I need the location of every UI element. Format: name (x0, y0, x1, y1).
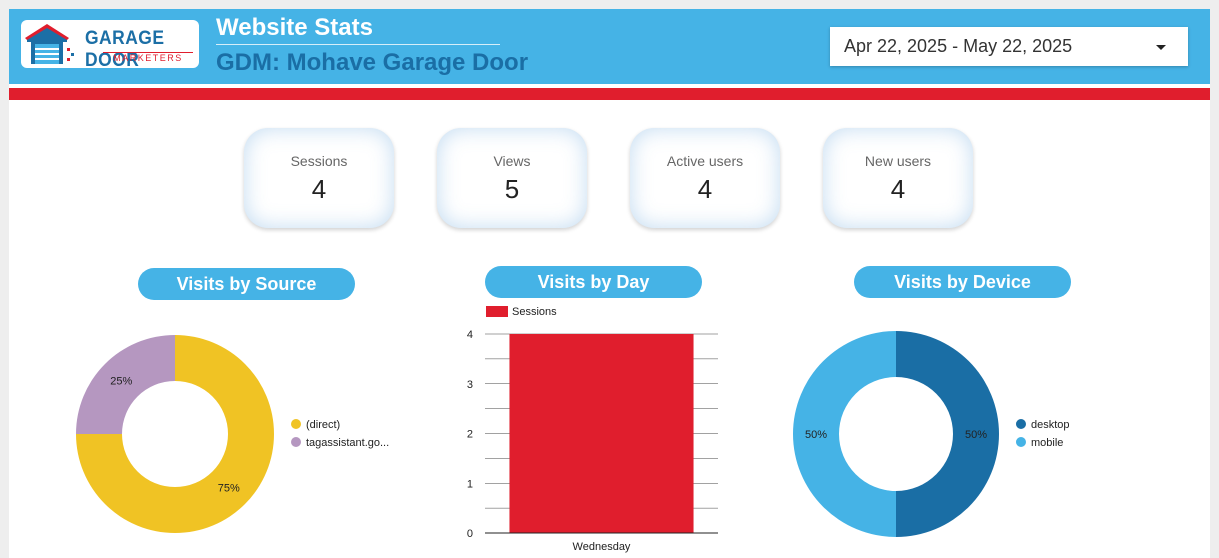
logo-sub-text: MARKETERS (103, 52, 193, 63)
kpi-label: Active users (666, 153, 744, 169)
section-title-day: Visits by Day (485, 266, 702, 298)
garage-house-icon (25, 24, 74, 64)
source-data-label: 75% (218, 483, 240, 495)
legend-marker-sessions (486, 306, 508, 317)
source-legend-marker (291, 419, 301, 429)
kpi-card-sessions: Sessions 4 (244, 128, 394, 228)
device-legend-label: desktop (1031, 419, 1070, 431)
y-tick-label: 4 (467, 329, 473, 341)
y-tick-label: 1 (467, 478, 473, 490)
header-bar: GARAGE DOOR MARKETERS Website Stats GDM:… (9, 9, 1210, 84)
y-tick-label: 2 (467, 429, 473, 441)
page-subtitle: GDM: Mohave Garage Door (216, 49, 529, 76)
device-data-label: 50% (805, 429, 827, 441)
page-title: Website Stats (216, 14, 373, 41)
source-data-label: 25% (110, 375, 132, 387)
kpi-card-active-users: Active users 4 (630, 128, 780, 228)
y-tick-label: 3 (467, 379, 473, 391)
bar-sessions (509, 334, 694, 533)
device-legend-marker (1016, 419, 1026, 429)
dashboard-page: GARAGE DOOR MARKETERS Website Stats GDM:… (9, 9, 1210, 558)
section-title-device: Visits by Device (854, 266, 1071, 298)
date-range-picker[interactable]: Apr 22, 2025 - May 22, 2025 (830, 27, 1188, 66)
chevron-down-icon[interactable] (1156, 45, 1166, 50)
device-slice (896, 331, 999, 537)
kpi-card-views: Views 5 (437, 128, 587, 228)
logo-main-text: GARAGE DOOR (85, 28, 165, 71)
date-range-value: Apr 22, 2025 - May 22, 2025 (844, 36, 1073, 56)
kpi-value: 4 (311, 174, 327, 204)
source-legend-label: tagassistant.go... (306, 437, 389, 449)
device-legend-label: mobile (1031, 437, 1063, 449)
brand-logo[interactable]: GARAGE DOOR MARKETERS (21, 20, 199, 71)
source-slice (76, 335, 175, 434)
charts-canvas: 75% 25% (direct) tagassistant.go... 50% 50% de… (76, 306, 1070, 553)
source-legend-marker (291, 437, 301, 447)
kpi-label: Views (493, 153, 531, 169)
kpi-value: 4 (697, 174, 713, 204)
kpi-card-new-users: New users 4 (823, 128, 973, 228)
kpi-value: 5 (504, 174, 520, 204)
source-slice (76, 335, 274, 533)
title-divider (216, 44, 500, 45)
y-tick-label: 0 (467, 528, 473, 540)
x-tick-label: Wednesday (573, 541, 631, 553)
kpi-label: New users (864, 153, 932, 169)
section-title-source: Visits by Source (138, 268, 355, 300)
kpi-value: 4 (890, 174, 906, 204)
device-data-label: 50% (965, 429, 987, 441)
legend-label-sessions: Sessions (512, 306, 557, 318)
device-legend-marker (1016, 437, 1026, 447)
device-slice (793, 331, 896, 537)
accent-bar (9, 88, 1210, 100)
source-legend-label: (direct) (306, 419, 340, 431)
kpi-label: Sessions (290, 153, 348, 169)
